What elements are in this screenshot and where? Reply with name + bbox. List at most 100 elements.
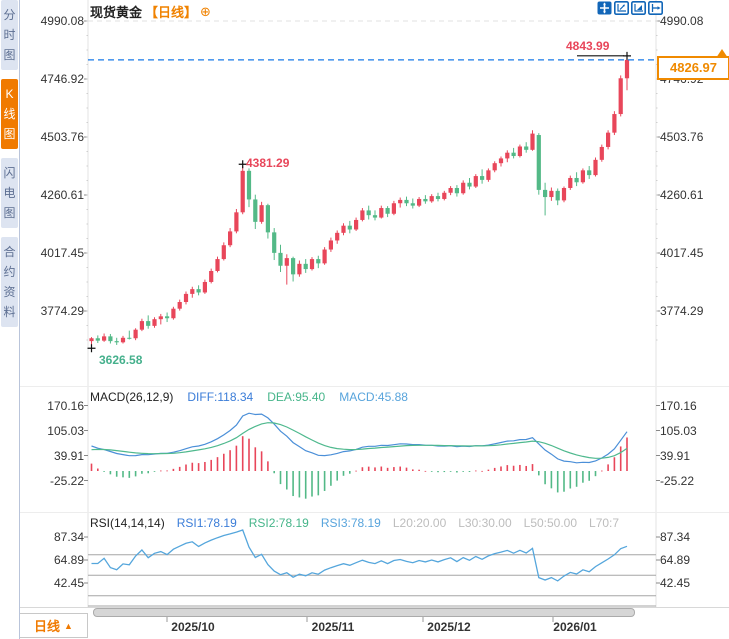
candle-body xyxy=(360,210,365,220)
candle-body xyxy=(574,177,579,183)
macd-hist-bar xyxy=(109,471,112,475)
candle-body xyxy=(410,203,415,206)
macd-hist-bar xyxy=(355,470,357,472)
macd-hist-bar xyxy=(153,471,156,472)
candle-body xyxy=(429,196,434,202)
macd-panel[interactable] xyxy=(90,412,628,499)
candle-body xyxy=(291,258,296,275)
macd-hist-bar xyxy=(544,471,546,485)
crosshair-marker xyxy=(238,160,247,169)
candle-body xyxy=(624,59,630,79)
rsi-panel[interactable] xyxy=(88,529,656,607)
chevron-up-icon: ▲ xyxy=(64,620,73,631)
macd-y-label-left: 170.16 xyxy=(47,398,84,413)
macd-hist-bar xyxy=(317,471,320,496)
macd-hist-bar xyxy=(462,471,464,472)
macd-hist-bar xyxy=(103,471,105,472)
sidebar-tab-4[interactable]: 合约资料 xyxy=(1,237,18,327)
candle-body xyxy=(196,289,201,293)
macd-hist-bar xyxy=(449,471,452,472)
macd-hist-bar xyxy=(418,469,420,471)
rsi-header: RSI(14,14,14) RSI1:78.19 RSI2:78.19 RSI3… xyxy=(90,516,654,530)
main-y-label-left: 3774.29 xyxy=(40,304,84,318)
macd-hist-bar xyxy=(304,471,307,499)
macd-hist-bar xyxy=(367,466,370,471)
crosshair-marker xyxy=(623,51,631,60)
candle-body xyxy=(89,338,94,342)
candle-body xyxy=(127,337,132,339)
rsi-y-label-left: 64.89 xyxy=(53,553,84,567)
candle-body xyxy=(278,252,283,266)
symbol-title: 现货黄金 xyxy=(90,5,143,20)
candle-body xyxy=(606,132,611,147)
candle-body xyxy=(524,146,529,150)
session-low-label: 3626.58 xyxy=(99,353,143,367)
candle-body xyxy=(152,319,157,326)
candle-body xyxy=(347,225,352,230)
candle-body xyxy=(517,146,522,157)
macd-hist-bar xyxy=(197,463,200,471)
candle-body xyxy=(543,189,548,198)
candle-body xyxy=(183,293,189,303)
macd-hist-bar xyxy=(267,461,269,471)
candle-body xyxy=(612,114,617,133)
macd-hist-bar xyxy=(380,466,383,471)
rsi-y-label-left: 42.45 xyxy=(53,576,84,590)
candle-body xyxy=(114,341,119,343)
macd-hist-bar xyxy=(323,471,326,491)
candle-body xyxy=(536,135,541,190)
candle-body xyxy=(309,259,315,270)
macd-dea-value: DEA:95.40 xyxy=(267,390,326,404)
macd-y-label-left: -25.22 xyxy=(49,473,84,488)
main-y-label-right: 4990.08 xyxy=(660,14,704,28)
candle-body xyxy=(108,336,113,342)
macd-hist-bar xyxy=(172,468,175,471)
macd-hist-bar xyxy=(90,463,93,471)
macd-hist-bar xyxy=(619,446,622,471)
candle-body xyxy=(366,210,371,216)
candle-body xyxy=(139,321,144,330)
candle-body xyxy=(618,78,623,115)
macd-y-label-left: 39.91 xyxy=(53,448,84,463)
macd-diff-line xyxy=(91,412,628,464)
macd-hist-bar xyxy=(229,450,231,471)
add-compare-icon[interactable]: ⊕ xyxy=(200,3,211,19)
price-markers xyxy=(87,51,631,353)
macd-hist-bar xyxy=(430,471,433,472)
crosshair-move-icon[interactable] xyxy=(597,1,612,15)
macd-hist-bar xyxy=(185,464,187,471)
candlestick-series[interactable] xyxy=(89,55,630,347)
chart-toolbar xyxy=(597,1,663,15)
period-selector[interactable]: 日线 ▲ xyxy=(19,613,88,638)
macd-hist-bar xyxy=(525,465,527,471)
sidebar-tab-3[interactable]: 闪电图 xyxy=(1,158,18,228)
x-axis-label: 2025/10 xyxy=(171,620,215,634)
candle-body xyxy=(587,170,592,176)
mid-peak-label: 4381.29 xyxy=(246,156,290,170)
macd-hist-bar xyxy=(210,459,212,471)
candle-body xyxy=(511,152,516,157)
sidebar-tab-2[interactable]: K线图 xyxy=(1,79,18,149)
main-y-label-right: 4260.61 xyxy=(660,188,704,202)
candle-body xyxy=(165,316,170,319)
candle-body xyxy=(303,263,308,270)
macd-hist-bar xyxy=(456,471,458,473)
main-y-label-right: 3774.29 xyxy=(660,304,704,318)
macd-hist-bar xyxy=(349,471,351,474)
candle-body xyxy=(530,133,535,150)
candle-body xyxy=(505,152,510,159)
horizontal-scrollbar[interactable] xyxy=(93,608,635,617)
candle-body xyxy=(561,187,567,201)
axis-zoom-icon[interactable] xyxy=(614,1,629,15)
candle-body xyxy=(215,259,220,271)
candle-body xyxy=(202,281,207,293)
macd-hist-bar xyxy=(493,467,496,471)
macd-hist-bar xyxy=(273,471,275,474)
trend-draw-icon[interactable] xyxy=(631,1,646,15)
sidebar-tab-1[interactable]: 分时图 xyxy=(1,0,18,70)
candle-body xyxy=(221,245,226,260)
candle-body xyxy=(253,199,258,222)
pan-right-icon[interactable] xyxy=(648,1,663,15)
rsi-line xyxy=(91,529,628,582)
